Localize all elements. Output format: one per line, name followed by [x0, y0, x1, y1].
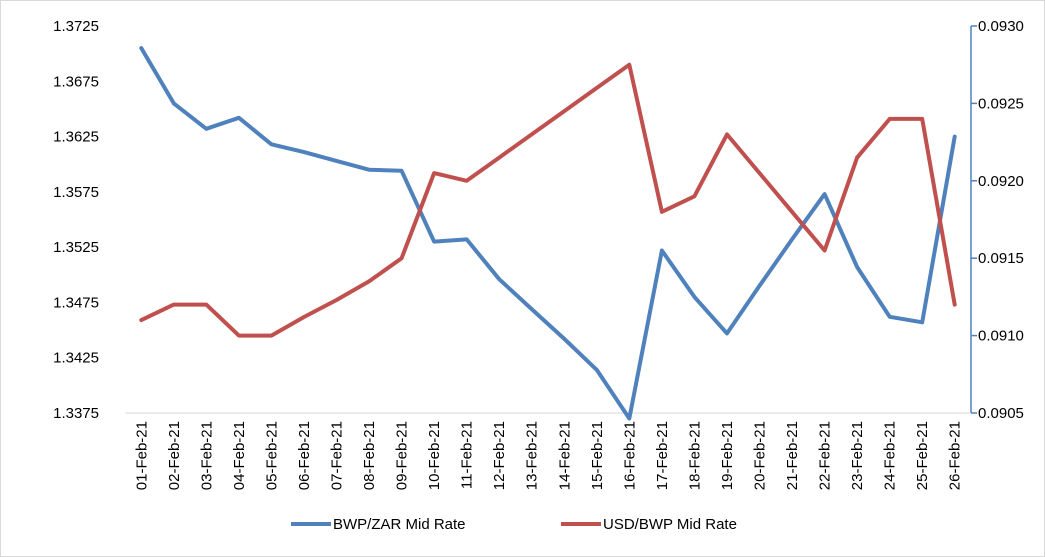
x-tick-label: 16-Feb-21 [621, 421, 638, 490]
x-tick-label: 11-Feb-21 [459, 421, 476, 489]
x-tick-label: 09-Feb-21 [394, 421, 411, 490]
x-tick-label: 21-Feb-21 [784, 421, 801, 490]
x-tick-label: 19-Feb-21 [719, 421, 736, 490]
x-tick-label: 10-Feb-21 [426, 421, 443, 490]
x-tick-label: 07-Feb-21 [329, 421, 346, 490]
left-y-tick-label: 1.3475 [53, 294, 99, 311]
series-line-bwp-zar [139, 46, 957, 421]
x-tick-label: 05-Feb-21 [263, 421, 280, 490]
right-y-tick-label: 0.0920 [978, 173, 1024, 190]
x-tick-label: 01-Feb-21 [133, 421, 150, 490]
right-y-tick-label: 0.0905 [978, 405, 1024, 422]
x-tick-label: 25-Feb-21 [914, 421, 931, 490]
x-tick-label: 04-Feb-21 [231, 421, 248, 490]
x-tick-label: 12-Feb-21 [491, 421, 508, 490]
x-tick-label: 14-Feb-21 [556, 421, 573, 490]
right-y-axis: 0.0905 0.0910 0.0915 0.0920 0.0925 0.0930 [970, 18, 1024, 422]
x-tick-label: 17-Feb-21 [654, 421, 671, 490]
right-y-tick-label: 0.0915 [978, 250, 1024, 267]
left-y-tick-label: 1.3575 [53, 184, 99, 201]
left-y-tick-label: 1.3375 [53, 405, 99, 422]
legend-label: BWP/ZAR Mid Rate [333, 516, 466, 533]
x-tick-label: 23-Feb-21 [849, 421, 866, 490]
right-y-tick-label: 0.0930 [978, 18, 1024, 35]
x-tick-label: 15-Feb-21 [589, 421, 606, 490]
right-y-tick-label: 0.0925 [978, 95, 1024, 112]
x-tick-label: 22-Feb-21 [817, 421, 834, 490]
series-line-usd-bwp [139, 62, 957, 338]
x-tick-label: 24-Feb-21 [882, 421, 899, 490]
series-layer [139, 46, 957, 421]
x-tick-label: 26-Feb-21 [947, 421, 964, 490]
left-y-tick-label: 1.3525 [53, 239, 99, 256]
x-tick-label: 02-Feb-21 [166, 421, 183, 490]
x-tick-label: 03-Feb-21 [198, 421, 215, 490]
x-tick-label: 18-Feb-21 [686, 421, 703, 490]
legend: BWP/ZAR Mid Rate USD/BWP Mid Rate [291, 516, 737, 533]
left-y-axis: 1.3375 1.3425 1.3475 1.3525 1.3575 1.3625 1.36… [53, 18, 99, 422]
left-y-tick-label: 1.3425 [53, 350, 99, 367]
x-tick-label: 06-Feb-21 [296, 421, 313, 490]
x-tick-label: 20-Feb-21 [752, 421, 769, 490]
x-tick-label: 13-Feb-21 [524, 421, 541, 490]
left-y-tick-label: 1.3625 [53, 129, 99, 146]
x-tick-label: 08-Feb-21 [361, 421, 378, 490]
left-y-tick-label: 1.3675 [53, 73, 99, 90]
right-y-tick-label: 0.0910 [978, 328, 1024, 345]
x-axis: 01-Feb-21 02-Feb-21 03-Feb-21 04-Feb-21 05-F… [125, 412, 971, 490]
left-y-tick-label: 1.3725 [53, 18, 99, 35]
legend-label: USD/BWP Mid Rate [603, 516, 737, 533]
